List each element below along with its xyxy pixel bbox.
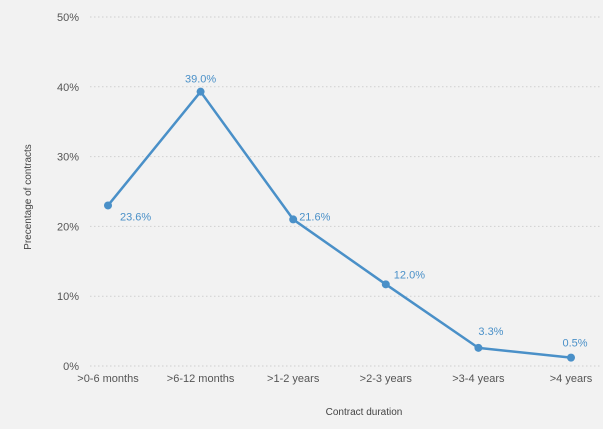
data-label: 12.0%	[394, 269, 425, 281]
y-axis-ticks: 0% 10% 20% 30% 40% 50%	[57, 12, 79, 373]
y-tick-label: 10%	[57, 291, 79, 303]
series-layer	[104, 87, 575, 362]
x-tick-label: >6-12 months	[167, 373, 235, 385]
data-point	[567, 353, 575, 362]
data-label: 39.0%	[185, 74, 216, 86]
series-line	[106, 90, 573, 359]
x-axis-title: Contract duration	[326, 407, 403, 418]
data-point	[104, 201, 112, 210]
data-label: 0.5%	[562, 338, 587, 350]
y-tick-label: 50%	[57, 12, 79, 24]
data-label: 3.3%	[478, 326, 503, 338]
y-tick-label: 20%	[57, 221, 79, 233]
x-tick-label: >1-2 years	[267, 373, 320, 385]
data-point	[196, 87, 205, 96]
x-tick-label: >3-4 years	[452, 373, 505, 385]
y-axis-title: Precentage of contracts	[23, 144, 34, 250]
data-point	[381, 280, 390, 289]
data-point	[474, 343, 483, 352]
y-tick-label: 30%	[57, 152, 79, 164]
data-label: 23.6%	[120, 211, 151, 223]
data-labels: 23.6% 39.0% 21.6% 12.0% 3.3% 0.5%	[120, 74, 588, 350]
y-tick-label: 40%	[57, 82, 79, 94]
grid-layer	[90, 16, 600, 367]
data-point	[289, 215, 298, 224]
x-tick-label: >4 years	[550, 373, 593, 385]
y-tick-label: 0%	[63, 361, 79, 373]
data-label: 21.6%	[299, 211, 330, 223]
x-axis-ticks: >0-6 months >6-12 months >1-2 years >2-3 ye…	[77, 373, 592, 385]
x-tick-label: >0-6 months	[77, 373, 139, 385]
x-tick-label: >2-3 years	[360, 373, 413, 385]
